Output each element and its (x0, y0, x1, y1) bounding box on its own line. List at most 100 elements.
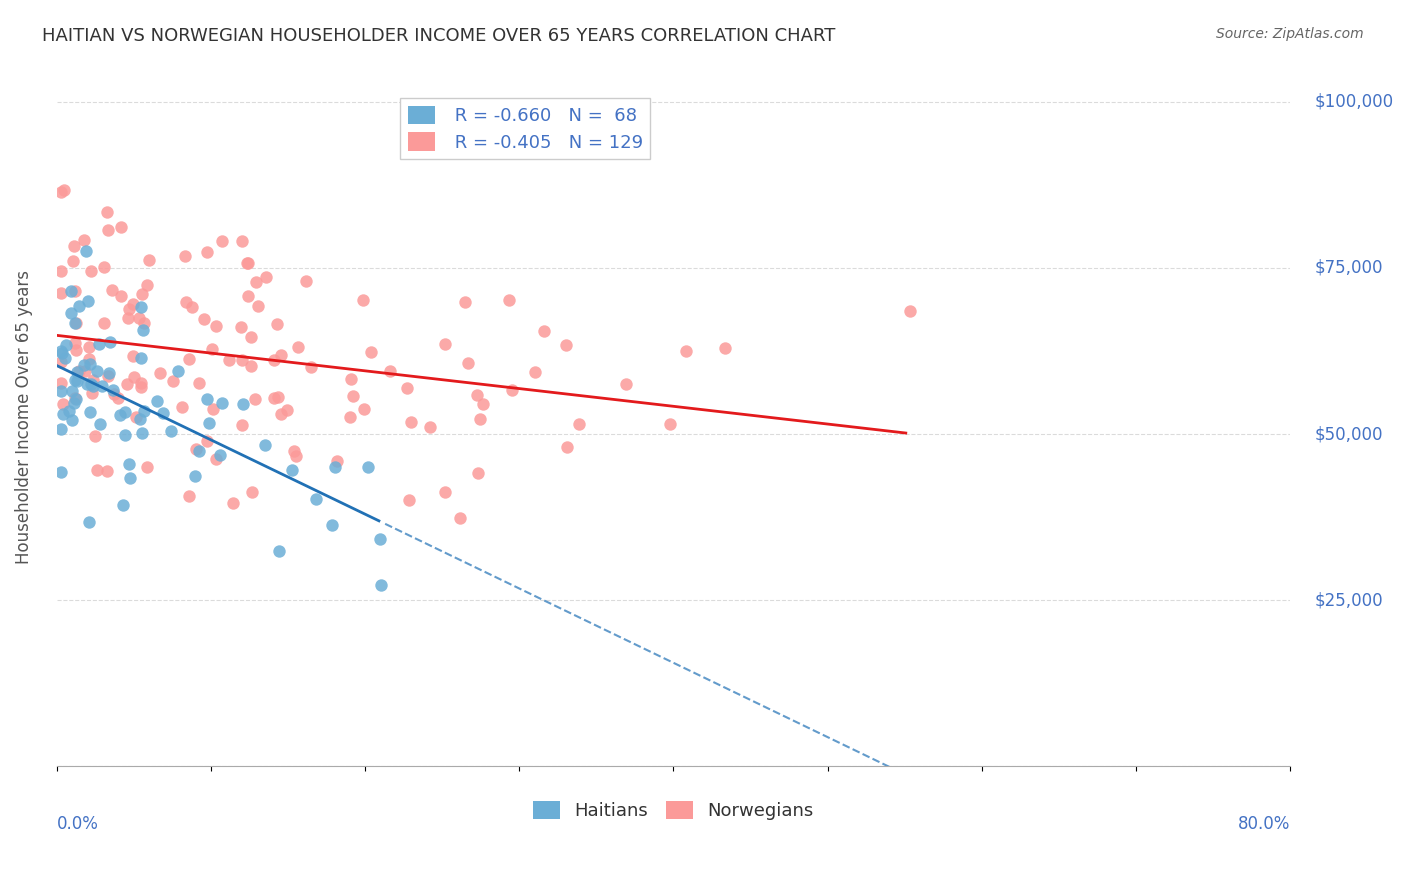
Point (401, 415, 423, 429)
Point (276, 403, 298, 417)
Point (467, 387, 489, 401)
Point (114, 405, 136, 419)
Point (253, 438, 276, 452)
Point (59, 284, 82, 298)
Point (63, 238, 86, 252)
Point (96, 205, 118, 219)
Point (162, 375, 184, 389)
Point (132, 323, 155, 337)
Point (240, 485, 263, 500)
Point (115, 377, 138, 392)
Point (498, 293, 520, 307)
Point (129, 300, 152, 314)
Point (247, 299, 270, 313)
Point (89, 417, 111, 432)
Point (93, 260, 115, 274)
Point (211, 234, 233, 248)
Point (454, 294, 477, 309)
Point (368, 532, 391, 546)
Point (254, 269, 277, 284)
Point (195, 392, 218, 406)
Point (118, 470, 141, 484)
Point (201, 401, 224, 416)
Point (63, 284, 86, 298)
Point (96, 464, 118, 478)
Point (65, 316, 87, 330)
Point (205, 451, 228, 466)
Point (232, 397, 254, 411)
Point (174, 248, 197, 262)
Point (125, 410, 148, 425)
Point (352, 293, 374, 307)
Point (243, 392, 266, 406)
Point (186, 442, 208, 456)
Point (132, 316, 155, 330)
Point (357, 459, 380, 474)
Point (62, 254, 84, 268)
Point (339, 410, 361, 425)
Text: $50,000: $50,000 (1315, 425, 1384, 443)
Point (299, 359, 322, 374)
Point (73, 233, 96, 247)
Point (65, 316, 87, 330)
Point (554, 337, 576, 351)
Point (131, 286, 153, 301)
Point (86, 463, 108, 477)
Point (321, 517, 343, 532)
Point (218, 353, 240, 368)
Point (614, 377, 637, 392)
Point (524, 365, 547, 379)
Point (73, 358, 96, 372)
Point (270, 407, 292, 421)
Point (270, 348, 292, 362)
Point (557, 441, 579, 455)
Point (287, 340, 309, 354)
Point (714, 341, 737, 355)
Point (263, 391, 285, 405)
Point (134, 404, 156, 418)
Point (59, 306, 82, 320)
Point (60, 412, 83, 426)
Text: $25,000: $25,000 (1315, 591, 1384, 609)
Point (353, 401, 375, 416)
Point (80, 264, 103, 278)
Point (103, 387, 125, 401)
Point (53, 351, 76, 365)
Point (98, 334, 121, 349)
Point (67, 299, 90, 313)
Point (128, 311, 150, 326)
Point (172, 400, 194, 414)
Point (86, 364, 108, 378)
Text: 80.0%: 80.0% (1237, 815, 1291, 833)
Point (80, 385, 103, 400)
Point (295, 274, 318, 288)
Point (208, 448, 231, 462)
Point (360, 345, 382, 359)
Point (433, 336, 456, 351)
Point (245, 276, 267, 290)
Point (898, 304, 921, 318)
Point (131, 426, 153, 441)
Point (80, 376, 103, 391)
Text: $100,000: $100,000 (1315, 93, 1393, 111)
Point (231, 234, 253, 248)
Point (238, 289, 260, 303)
Point (63, 336, 86, 351)
Point (67, 364, 90, 378)
Point (222, 496, 245, 510)
Text: 0.0%: 0.0% (56, 815, 98, 833)
Point (152, 406, 174, 420)
Point (419, 420, 441, 434)
Point (83, 428, 105, 442)
Point (52, 397, 75, 411)
Point (51, 421, 73, 435)
Point (146, 394, 169, 409)
Point (187, 444, 209, 458)
Y-axis label: Householder Income Over 65 years: Householder Income Over 65 years (15, 270, 32, 565)
Point (77, 293, 100, 308)
Point (325, 453, 347, 467)
Point (395, 381, 418, 395)
Point (97, 366, 120, 380)
Point (60, 384, 83, 399)
Point (79, 405, 101, 419)
